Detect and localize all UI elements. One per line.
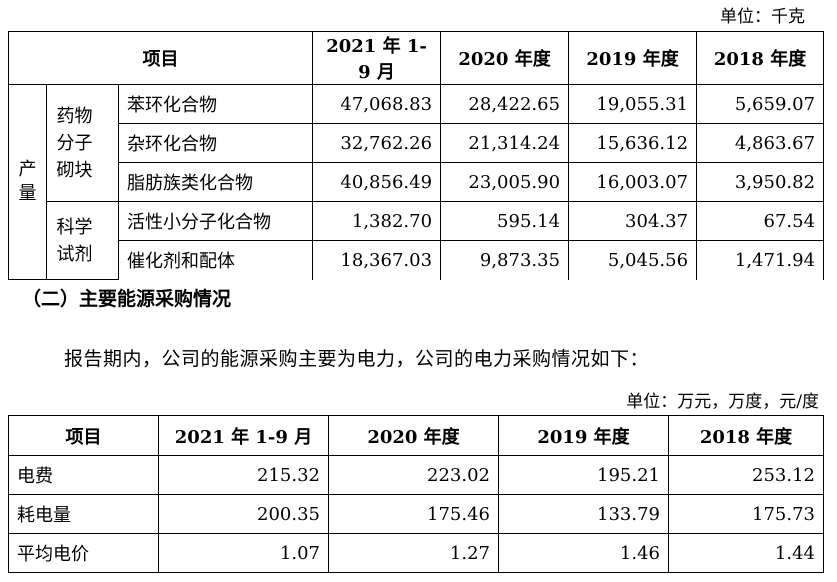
table1-header-item: 项目: [7, 31, 314, 85]
table1-unit: 单位：千克: [720, 7, 805, 27]
cell-value: 4,863.67: [696, 123, 825, 163]
subgroup-label-building-blocks: 药物分子砌块: [46, 84, 119, 202]
row-name: 耗电量: [8, 494, 159, 534]
table1-header-2020: 2020 年度: [440, 31, 570, 85]
cell-value: 28,422.65: [440, 84, 570, 124]
cell-value: 304.37: [568, 201, 698, 241]
table2-header-2021: 2021 年 1-9 月: [158, 415, 329, 456]
table-row: 耗电量 200.35 175.46 133.79 175.73: [8, 494, 824, 534]
table-row: 脂肪族类化合物 40,856.49 23,005.90 16,003.07 3,…: [9, 162, 825, 202]
cell-value: 18,367.03: [312, 240, 442, 280]
cell-value: 67.54: [696, 201, 825, 241]
table1-header-2018: 2018 年度: [696, 31, 825, 85]
table2-header-2018: 2018 年度: [668, 415, 824, 456]
cell-value: 133.79: [498, 494, 669, 534]
cell-value: 40,856.49: [312, 162, 442, 202]
table-row: 杂环化合物 32,762.26 21,314.24 15,636.12 4,86…: [9, 123, 825, 163]
cell-value: 215.32: [158, 455, 329, 495]
section-heading: （二）主要能源采购情况: [22, 288, 232, 310]
group-label-production: 产量: [8, 84, 47, 280]
row-name: 苯环化合物: [117, 84, 314, 124]
table1-header-row: 项目 2021 年 1-9 月 2020 年度 2019 年度 2018 年度: [7, 31, 825, 85]
cell-value: 195.21: [498, 455, 669, 495]
production-table: 项目 2021 年 1-9 月 2020 年度 2019 年度 2018 年度 …: [7, 31, 825, 280]
subgroup-label-reagents: 科学试剂: [46, 201, 119, 280]
cell-value: 1.44: [668, 533, 824, 573]
cell-value: 21,314.24: [440, 123, 570, 163]
cell-value: 1.46: [498, 533, 669, 573]
cell-value: 3,950.82: [696, 162, 825, 202]
table1-header-2021: 2021 年 1-9 月: [312, 31, 442, 85]
table-row: 电费 215.32 223.02 195.21 253.12: [8, 455, 824, 495]
row-name: 催化剂和配体: [117, 240, 314, 280]
cell-value: 32,762.26: [312, 123, 442, 163]
cell-value: 15,636.12: [568, 123, 698, 163]
cell-value: 5,659.07: [696, 84, 825, 124]
cell-value: 23,005.90: [440, 162, 570, 202]
table-row: 催化剂和配体 18,367.03 9,873.35 5,045.56 1,471…: [9, 240, 825, 280]
cell-value: 200.35: [158, 494, 329, 534]
cell-value: 9,873.35: [440, 240, 570, 280]
table2-header-2020: 2020 年度: [328, 415, 499, 456]
cell-value: 1,382.70: [312, 201, 442, 241]
row-name: 电费: [8, 455, 159, 495]
cell-value: 253.12: [668, 455, 824, 495]
cell-value: 223.02: [328, 455, 499, 495]
row-name: 杂环化合物: [117, 123, 314, 163]
cell-value: 175.46: [328, 494, 499, 534]
cell-value: 595.14: [440, 201, 570, 241]
electricity-table: 项目 2021 年 1-9 月 2020 年度 2019 年度 2018 年度 …: [8, 415, 824, 573]
cell-value: 1,471.94: [696, 240, 825, 280]
table2-unit: 单位：万元，万度，元/度: [626, 392, 819, 412]
paragraph: 报告期内，公司的能源采购主要为电力，公司的电力采购情况如下：: [64, 348, 650, 370]
cell-value: 47,068.83: [312, 84, 442, 124]
table-row: 平均电价 1.07 1.27 1.46 1.44: [8, 533, 824, 573]
row-name: 脂肪族类化合物: [117, 162, 314, 202]
row-name: 平均电价: [8, 533, 159, 573]
table-row: 产量 药物分子砌块 苯环化合物 47,068.83 28,422.65 19,0…: [8, 84, 825, 280]
cell-value: 1.27: [328, 533, 499, 573]
table2-header-item: 项目: [8, 415, 159, 456]
cell-value: 19,055.31: [568, 84, 698, 124]
cell-value: 1.07: [158, 533, 329, 573]
table2-header-2019: 2019 年度: [498, 415, 669, 456]
row-name: 活性小分子化合物: [117, 201, 314, 241]
table1-header-2019: 2019 年度: [568, 31, 698, 85]
table2-header-row: 项目 2021 年 1-9 月 2020 年度 2019 年度 2018 年度: [8, 415, 824, 456]
cell-value: 175.73: [668, 494, 824, 534]
cell-value: 16,003.07: [568, 162, 698, 202]
table-row: 科学试剂 活性小分子化合物 1,382.70 595.14 304.37 67.…: [9, 201, 825, 280]
cell-value: 5,045.56: [568, 240, 698, 280]
